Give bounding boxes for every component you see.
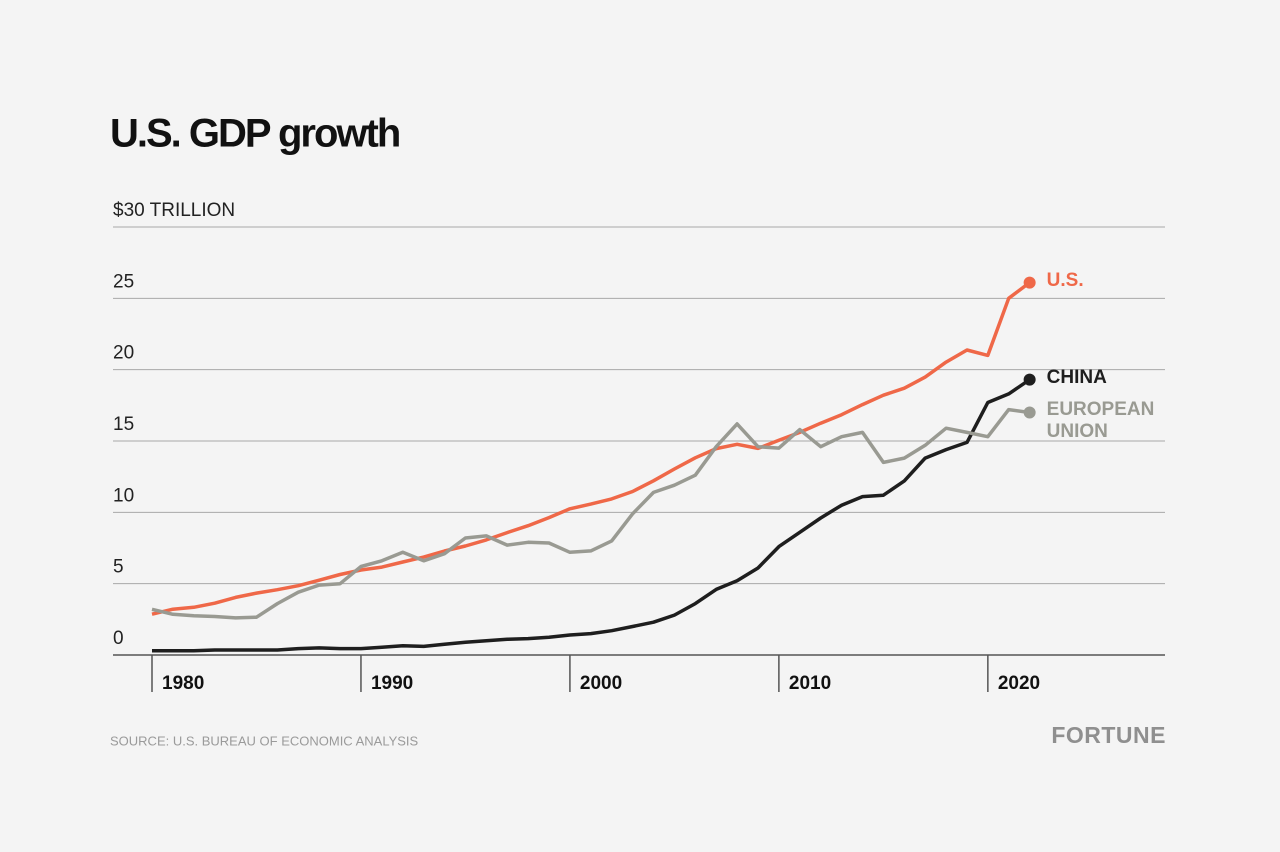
end-dot: [1023, 406, 1036, 419]
end-dot: [1023, 373, 1036, 386]
series-label: CHINA: [1046, 366, 1107, 388]
series-label: U.S.: [1046, 269, 1084, 291]
y-tick-label: 20: [113, 343, 134, 364]
x-tick-label: 1990: [371, 673, 413, 694]
x-tick-label: 2010: [789, 673, 831, 694]
y-tick-label: 0: [113, 628, 124, 649]
y-tick-label: 25: [113, 271, 134, 292]
series-line: [151, 281, 1031, 616]
end-dot: [1023, 276, 1036, 289]
y-tick-label: 5: [113, 557, 124, 578]
series-label: EUROPEAN UNION: [1046, 399, 1155, 443]
source: SOURCE: U.S. BUREAU OF ECONOMIC ANALYSIS: [110, 733, 419, 748]
y-tick-label: 15: [113, 414, 134, 435]
series-line: [151, 407, 1030, 620]
y-tick-label: 10: [113, 485, 134, 506]
series-line: [152, 378, 1031, 653]
brand-logo: FORTUNE: [1051, 722, 1166, 748]
x-tick-label: 2020: [998, 673, 1040, 694]
x-tick-label: 2000: [580, 673, 622, 694]
y-tick-label: $30 TRILLION: [113, 200, 235, 221]
chart-title: U.S. GDP growth: [110, 112, 399, 156]
x-tick-label: 1980: [162, 673, 204, 694]
